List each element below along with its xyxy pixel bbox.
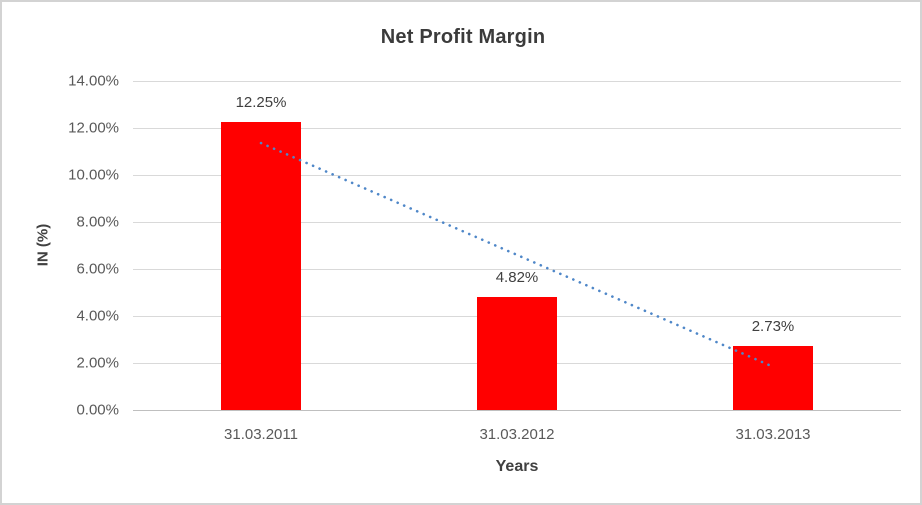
y-gridline <box>133 128 901 129</box>
bar-31.03.2013 <box>733 345 813 410</box>
y-tick-label: 8.00% <box>76 213 119 231</box>
y-gridline <box>133 81 901 82</box>
y-tick-label: 12.00% <box>68 119 119 137</box>
data-label: 2.73% <box>751 317 795 335</box>
x-axis-title: Years <box>495 458 539 475</box>
bar-31.03.2012 <box>477 296 557 410</box>
y-tick-label: 14.00% <box>68 72 119 90</box>
x-category-label: 31.03.2011 <box>224 426 298 443</box>
y-tick-label: 0.00% <box>76 401 119 419</box>
x-axis-line <box>133 410 901 411</box>
data-label: 4.82% <box>495 268 539 286</box>
x-category-label: 31.03.2012 <box>479 426 555 443</box>
y-tick-label: 4.00% <box>76 307 119 325</box>
chart-title: Net Profit Margin <box>380 26 546 48</box>
bar-31.03.2011 <box>221 122 301 410</box>
y-tick-label: 2.00% <box>76 354 119 372</box>
y-tick-label: 10.00% <box>68 166 119 184</box>
x-category-label: 31.03.2013 <box>735 426 811 443</box>
y-tick-label: 6.00% <box>76 260 119 278</box>
data-label: 12.25% <box>235 94 287 112</box>
